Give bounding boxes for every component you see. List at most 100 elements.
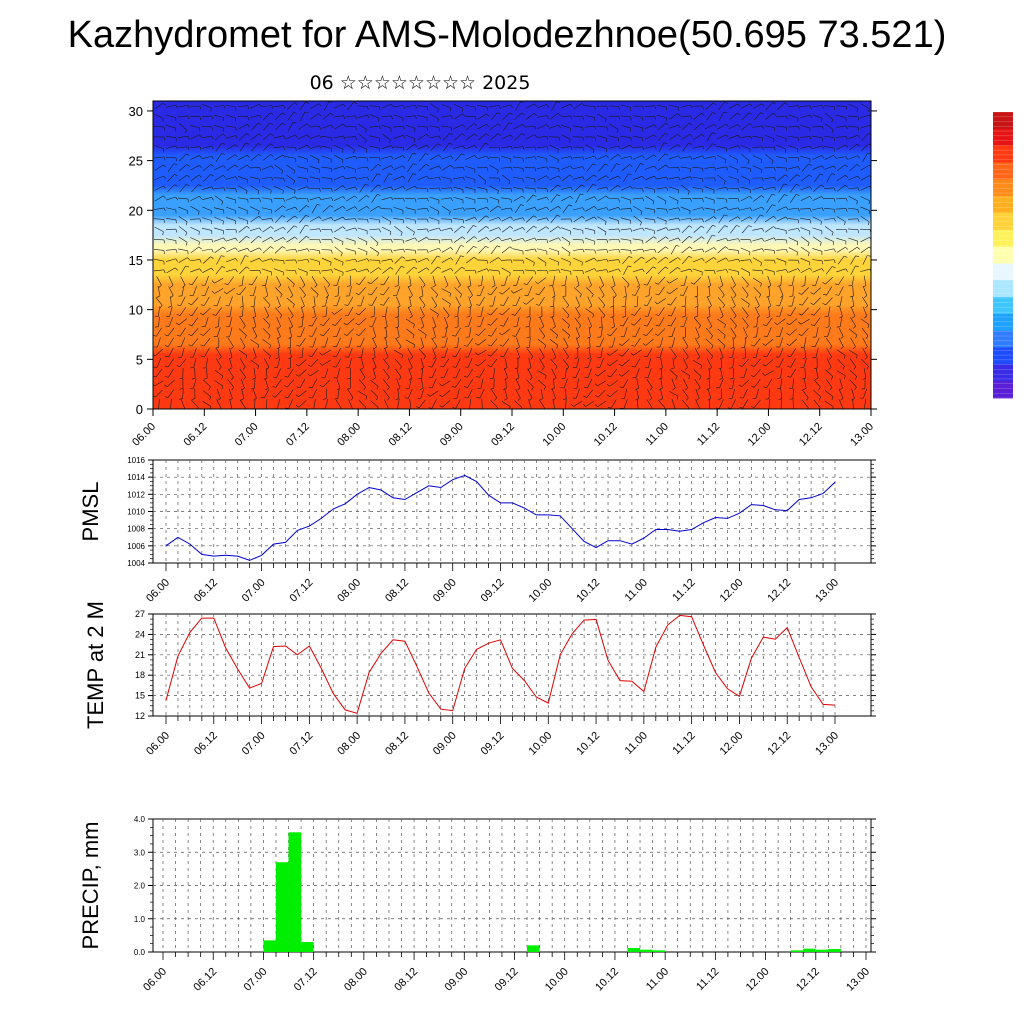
wind-vector — [213, 187, 224, 190]
wind-barb — [174, 184, 178, 187]
wind-vector — [620, 124, 631, 129]
wind-barb — [713, 216, 717, 220]
wind-barb — [250, 305, 255, 308]
wind-barb — [667, 303, 671, 306]
wind-vector — [645, 266, 654, 275]
wind-vector — [262, 154, 271, 161]
wind-vector — [262, 328, 271, 336]
wind-vector — [585, 216, 595, 222]
wind-barb — [186, 153, 190, 156]
wind-vector — [381, 124, 392, 129]
wind-barb — [642, 268, 645, 273]
wind-vector — [250, 216, 260, 223]
wind-barb — [363, 387, 366, 391]
wind-barb — [570, 165, 573, 169]
wind-vector — [838, 327, 844, 337]
wind-vector — [204, 286, 210, 296]
wind-vector — [632, 227, 643, 231]
wind-barb — [533, 113, 537, 116]
wind-vector — [357, 166, 368, 169]
wind-barb — [344, 304, 349, 306]
wind-barb — [342, 175, 346, 179]
wind-barb — [522, 146, 525, 150]
wind-barb — [675, 245, 680, 247]
wind-barb — [253, 357, 257, 360]
wind-barb — [387, 397, 390, 401]
wind-barb — [257, 365, 260, 370]
wind-vector — [536, 166, 547, 169]
wind-barb — [832, 241, 834, 246]
wind-barb — [409, 295, 413, 298]
wind-barb — [317, 159, 320, 164]
wind-vector — [788, 105, 799, 107]
wind-barb — [659, 387, 663, 391]
wind-vector — [178, 236, 188, 243]
wind-vector — [561, 124, 571, 129]
wind-vector — [728, 154, 738, 161]
wind-barb — [795, 194, 800, 196]
wind-vector — [216, 399, 222, 409]
wind-vector — [788, 126, 799, 128]
wind-vector — [321, 257, 332, 263]
wind-vector — [741, 276, 749, 285]
wind-barb — [176, 334, 181, 337]
wind-barb — [413, 231, 415, 236]
wind-vector — [501, 134, 511, 140]
heatmap-blend — [153, 145, 871, 156]
wind-vector — [549, 248, 559, 252]
wind-vector — [321, 166, 332, 169]
wind-vector — [791, 275, 795, 286]
wind-vector — [812, 236, 822, 243]
wind-vector — [656, 227, 667, 232]
wind-barb — [844, 164, 849, 168]
wind-barb — [452, 355, 456, 358]
wind-vector — [585, 400, 595, 407]
wind-barb — [562, 295, 566, 298]
wind-vector — [813, 317, 821, 326]
wind-vector — [800, 124, 811, 129]
wind-vector — [168, 316, 173, 327]
wind-vector — [300, 306, 305, 317]
wind-vector — [262, 236, 272, 243]
wind-barb — [221, 375, 224, 380]
wind-barb — [283, 198, 285, 202]
wind-vector — [731, 388, 735, 399]
wind-barb — [283, 105, 286, 109]
wind-vector — [177, 115, 188, 118]
wind-barb — [562, 398, 567, 401]
wind-barb — [209, 406, 212, 409]
wind-barb — [819, 242, 822, 246]
wind-barb — [542, 335, 546, 339]
wind-vector — [779, 306, 784, 317]
wind-barb — [420, 346, 424, 350]
heatmap-x-tick-label: 11.12 — [695, 421, 722, 448]
wind-barb — [627, 265, 632, 267]
wind-vector — [454, 225, 463, 233]
precip-x-tick-label: 11.12 — [694, 966, 721, 993]
wind-vector — [467, 378, 474, 388]
wind-vector — [740, 145, 751, 150]
wind-barb — [355, 292, 360, 295]
wind-barb — [497, 205, 502, 209]
wind-vector — [237, 206, 248, 211]
wind-vector — [393, 165, 404, 170]
wind-barb — [856, 108, 858, 112]
wind-barb — [485, 226, 490, 229]
wind-barb — [522, 260, 525, 264]
wind-vector — [309, 134, 320, 139]
wind-vector — [704, 247, 714, 253]
wind-barb — [810, 324, 815, 327]
wind-vector — [693, 276, 702, 285]
wind-vector — [432, 347, 437, 358]
wind-vector — [764, 249, 775, 251]
wind-vector — [250, 359, 259, 366]
wind-vector — [454, 133, 463, 141]
wind-vector — [633, 317, 642, 326]
wind-barb — [739, 397, 744, 399]
wind-barb — [259, 227, 262, 231]
wind-barb — [342, 103, 346, 107]
wind-barb — [462, 176, 465, 181]
wind-vector — [731, 296, 736, 306]
wind-barb — [833, 209, 836, 213]
wind-barb — [217, 398, 221, 401]
